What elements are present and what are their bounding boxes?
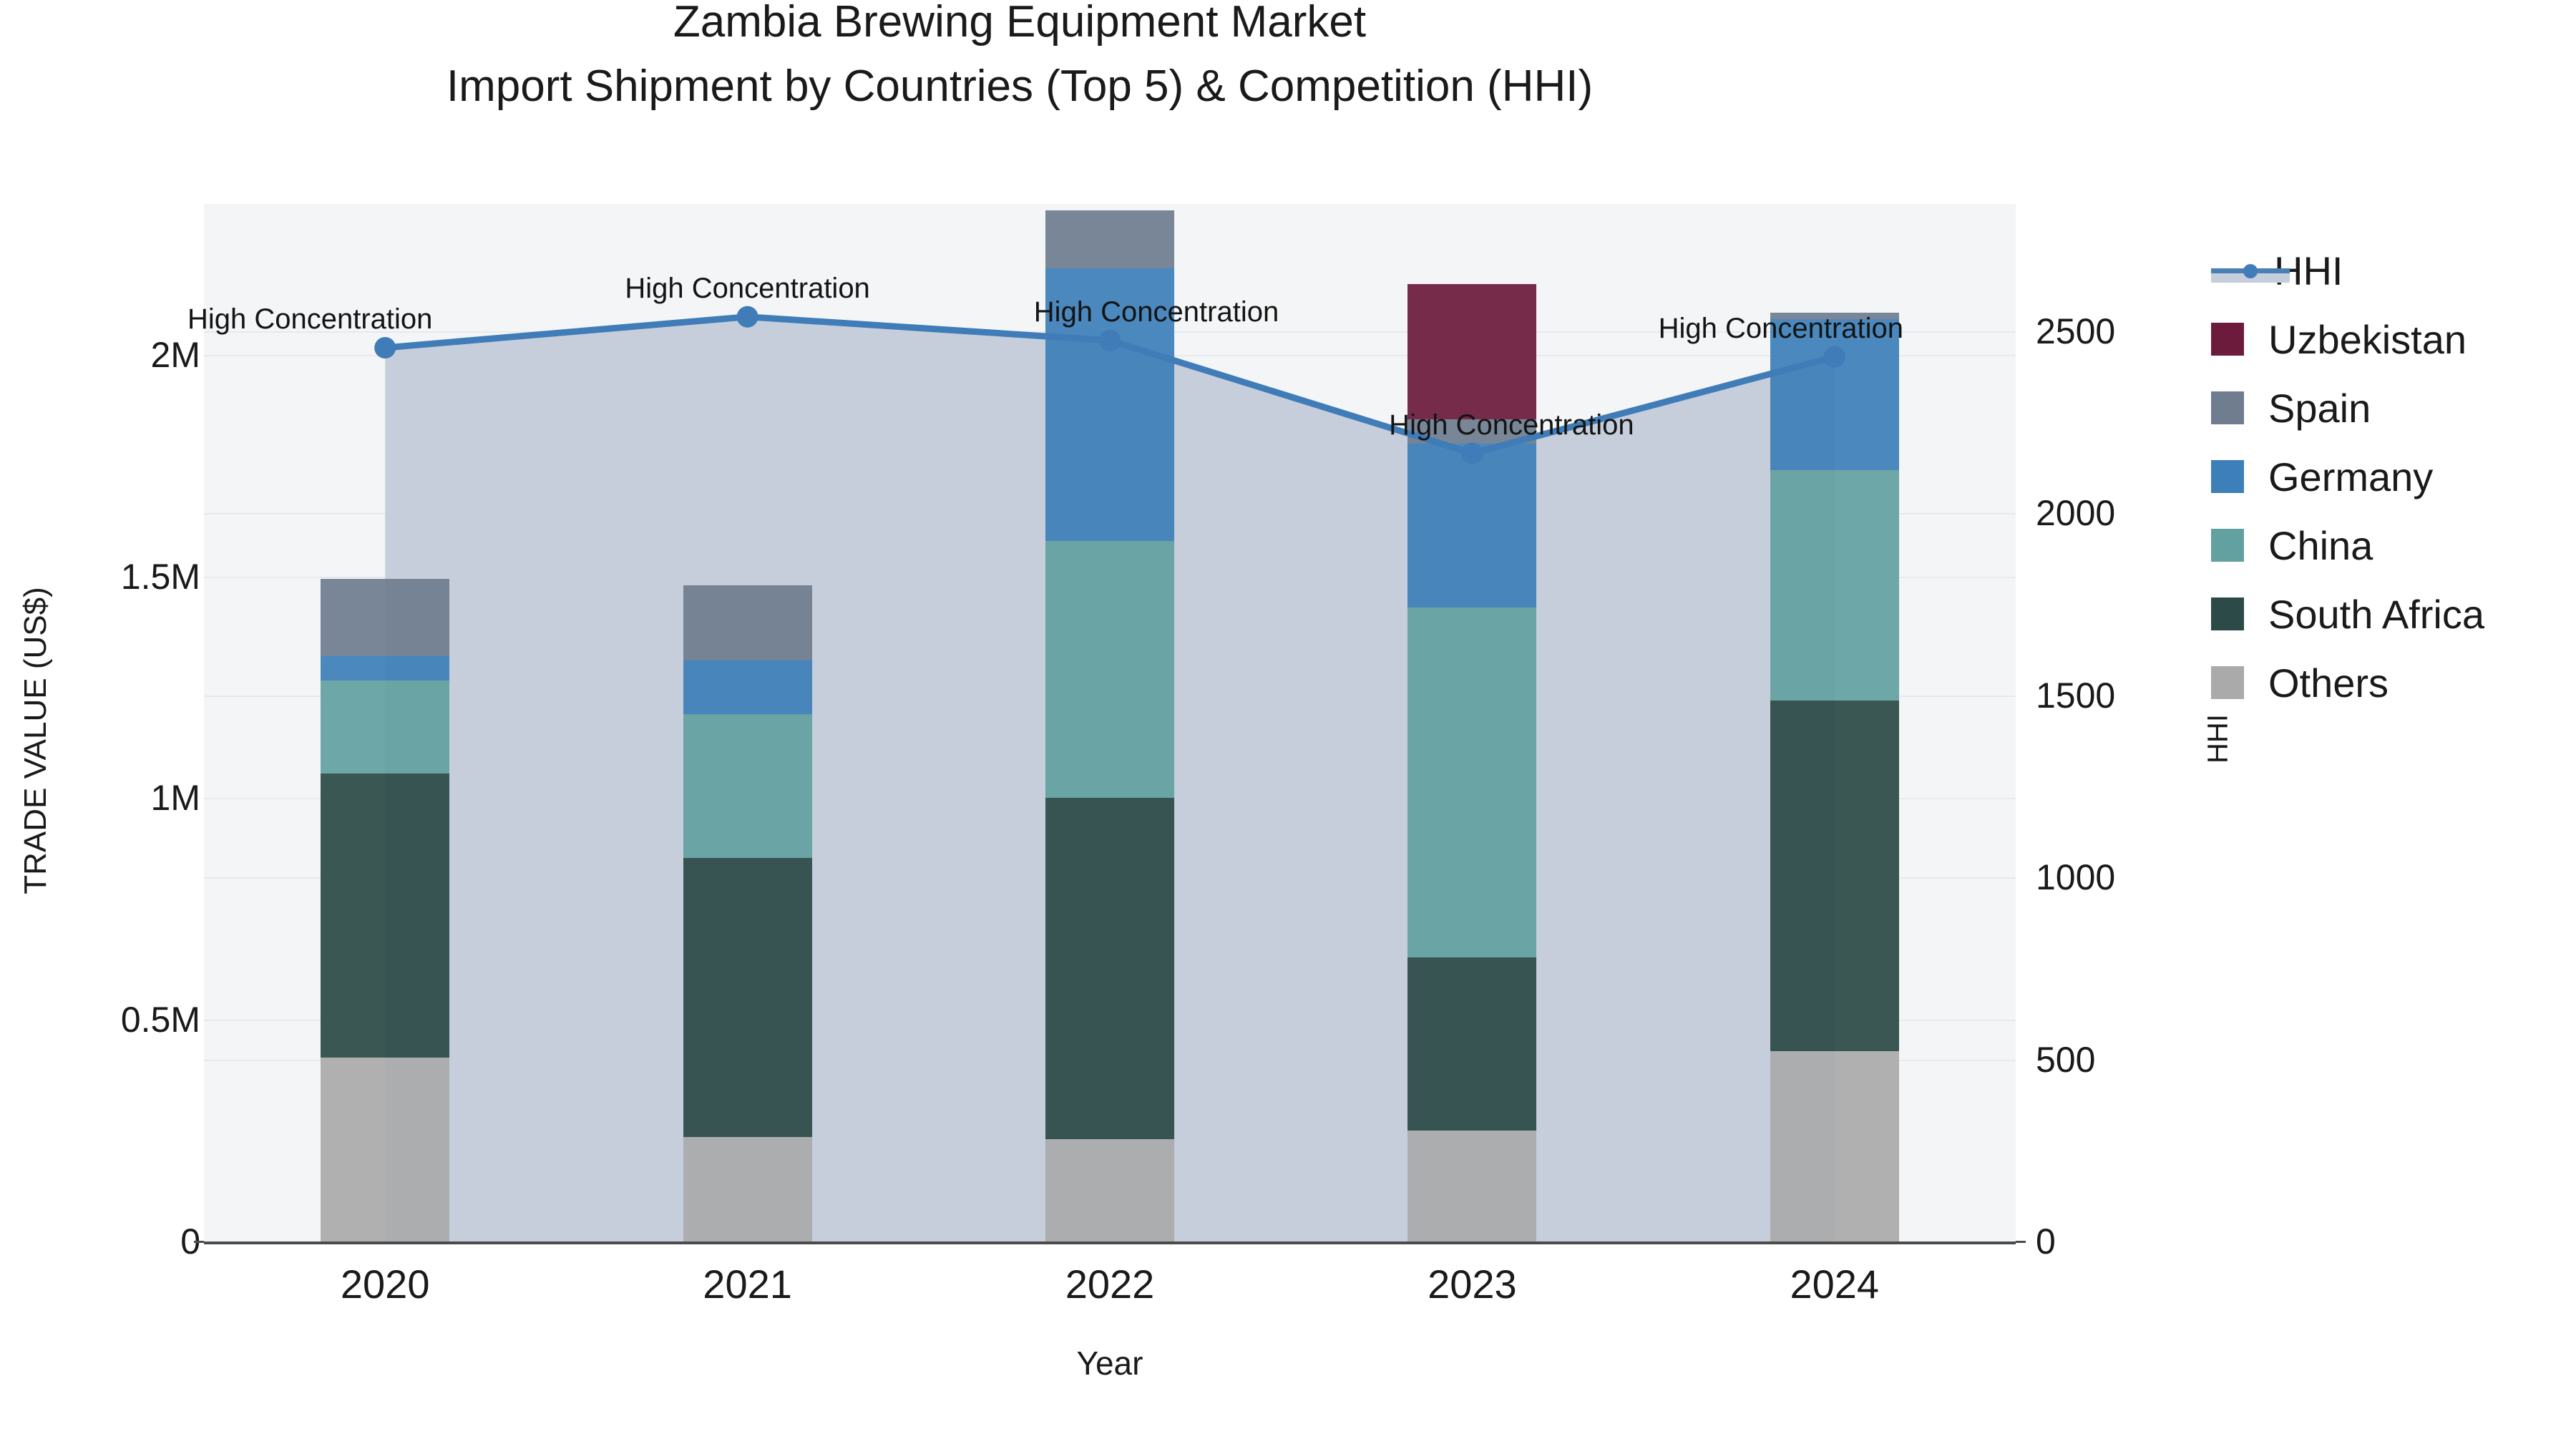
bar-segment[interactable] (1770, 701, 1899, 1051)
legend-item-germany[interactable]: Germany (2211, 442, 2569, 511)
x-axis-tick: 2020 (340, 1262, 430, 1307)
y-axis-left-tick: 2M (150, 334, 200, 375)
annotation-high-concentration: High Concentration (625, 272, 870, 304)
y-axis-left-tickmark (194, 1241, 204, 1243)
chart-title-line2: Import Shipment by Countries (Top 5) & C… (446, 62, 1594, 111)
bar-segment[interactable] (1407, 957, 1537, 1131)
annotation-high-concentration: High Concentration (1658, 312, 1904, 344)
bar-segment[interactable] (683, 713, 812, 858)
chart-title-line1: Zambia Brewing Equipment Market (673, 0, 1367, 47)
legend-item-hhi[interactable]: HHI (2211, 236, 2569, 305)
legend-item-label: Germany (2268, 454, 2434, 499)
bar-segment[interactable] (1045, 1139, 1174, 1241)
bar-segment[interactable] (683, 660, 812, 714)
bar-segment[interactable] (1407, 607, 1537, 958)
bar-segment[interactable] (1770, 469, 1899, 701)
y-axis-right-tick: 0 (2036, 1221, 2056, 1262)
chart-title: Zambia Brewing Equipment Market Import S… (0, 0, 2039, 109)
annotation-high-concentration: High Concentration (1389, 409, 1634, 441)
y-axis-right-tick: 2000 (2036, 493, 2116, 534)
x-axis-tick: 2021 (703, 1262, 792, 1307)
bar-segment[interactable] (321, 680, 450, 774)
y-axis-right-tickmark (2016, 1241, 2026, 1243)
annotation-high-concentration: High Concentration (187, 303, 433, 335)
legend-swatch-icon (2211, 666, 2244, 699)
legend-swatch-icon (2211, 391, 2244, 424)
legend-item-label: Others (2268, 660, 2389, 706)
bar-segment[interactable] (683, 857, 812, 1138)
bar-segment[interactable] (683, 585, 812, 661)
y-axis-right-tick: 500 (2036, 1039, 2096, 1080)
bar-segment[interactable] (1045, 540, 1174, 799)
bar-segment[interactable] (321, 656, 450, 681)
bar-segment[interactable] (321, 1057, 450, 1241)
annotation-high-concentration: High Concentration (1033, 296, 1279, 328)
y-axis-right-tick: 1500 (2036, 675, 2116, 716)
legend-swatch-icon (2211, 597, 2244, 630)
bar-segment[interactable] (321, 774, 450, 1058)
legend-item-label: South Africa (2268, 591, 2484, 637)
bar-segment[interactable] (1045, 798, 1174, 1140)
legend-item-label: China (2268, 522, 2373, 568)
legend-swatch-icon (2211, 529, 2244, 562)
bar-segment[interactable] (1407, 443, 1537, 608)
y-axis-right-tick: 2500 (2036, 311, 2116, 352)
legend-swatch-icon (2211, 460, 2244, 493)
bar-segment[interactable] (683, 1137, 812, 1241)
legend-item-spain[interactable]: Spain (2211, 374, 2569, 442)
bar-segment[interactable] (321, 578, 450, 657)
x-axis-line (204, 1241, 2016, 1244)
y-axis-left-tick: 1M (150, 778, 200, 819)
bar-segment[interactable] (1407, 1131, 1537, 1241)
bar-segment[interactable] (1407, 283, 1537, 419)
legend-item-south-africa[interactable]: South Africa (2211, 580, 2569, 648)
x-axis-tick: 2023 (1428, 1262, 1517, 1307)
legend-line-icon (2211, 254, 2290, 287)
y-axis-left-tick: 0 (180, 1221, 200, 1262)
legend-item-label: Uzbekistan (2268, 316, 2467, 362)
legend: HHI Uzbekistan Spain Germany China South Afri… (2211, 236, 2569, 717)
x-axis-tick: 2024 (1790, 1262, 1880, 1307)
y-axis-left-tick: 0.5M (120, 1000, 200, 1040)
legend-item-label: Spain (2268, 385, 2371, 431)
x-axis-label: Year (1076, 1345, 1143, 1382)
legend-item-others[interactable]: Others (2211, 648, 2569, 717)
legend-swatch-icon (2211, 323, 2244, 356)
y-axis-left-tick: 1.5M (120, 556, 200, 597)
legend-item-uzbekistan[interactable]: Uzbekistan (2211, 305, 2569, 374)
bar-segment[interactable] (1045, 210, 1174, 268)
legend-item-china[interactable]: China (2211, 511, 2569, 580)
bar-segment[interactable] (1770, 1050, 1899, 1241)
x-axis-tick: 2022 (1065, 1262, 1155, 1307)
y-axis-right-tick: 1000 (2036, 857, 2116, 898)
